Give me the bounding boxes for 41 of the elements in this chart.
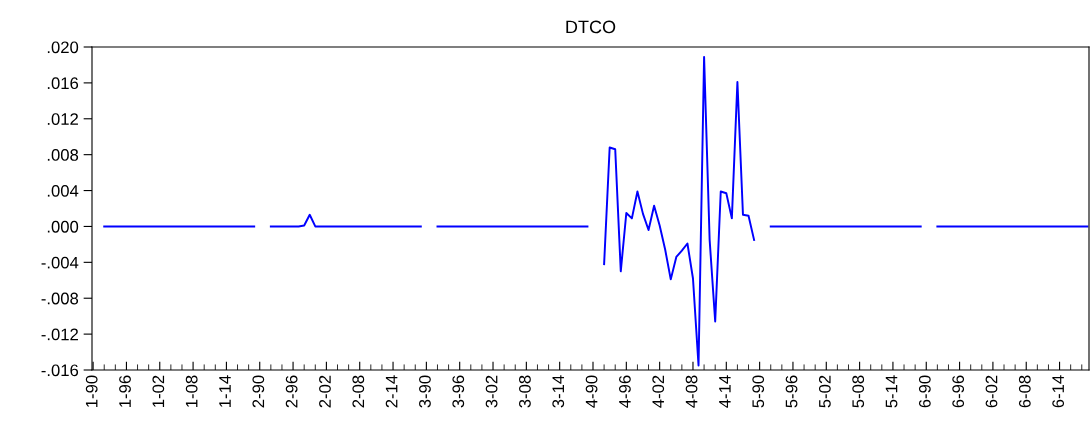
x-tick-label: 2-14 <box>385 375 398 408</box>
x-tick-label: 1-96 <box>119 375 131 407</box>
x-tick-label: 3-14 <box>552 375 565 408</box>
x-tick-label: 3-90 <box>419 375 431 408</box>
x-tick-label: 4-02 <box>652 375 665 408</box>
x-tick-label: 5-08 <box>852 375 865 408</box>
x-tick-label: 6-96 <box>952 375 965 408</box>
x-tick-label: 4-96 <box>619 375 631 408</box>
x-tick-label: 4-08 <box>685 375 698 408</box>
y-tick-label: .016 <box>47 77 79 90</box>
x-tick-label: 1-14 <box>219 375 231 407</box>
x-tick-label: 3-96 <box>452 375 465 408</box>
y-tick-label: .004 <box>47 184 79 197</box>
x-tick-label: 5-90 <box>752 375 765 408</box>
x-tick-label: 4-90 <box>585 375 598 408</box>
x-tick-label: 3-02 <box>485 375 498 408</box>
x-tick-label: 2-96 <box>285 375 298 408</box>
y-tick-label: -.008 <box>41 292 79 305</box>
x-tick-label: 1-02 <box>152 375 165 407</box>
x-tick-label: 5-02 <box>818 375 831 408</box>
y-tick-label: -.012 <box>41 328 78 341</box>
x-tick-label: 6-90 <box>918 375 931 408</box>
y-tick-label: -.016 <box>41 364 79 377</box>
chart-title: DTCO <box>566 20 616 34</box>
y-tick-label: .020 <box>47 41 79 54</box>
x-tick-label: 6-08 <box>1018 375 1031 408</box>
x-tick-label: 5-14 <box>885 375 898 408</box>
x-tick-label: 6-14 <box>1052 375 1065 408</box>
x-tick-label: 2-02 <box>319 375 331 408</box>
x-tick-label: 1-08 <box>185 375 198 407</box>
y-tick-label: .008 <box>47 149 79 161</box>
x-tick-label: 5-96 <box>785 375 798 408</box>
x-tick-label: 6-02 <box>985 375 998 408</box>
x-tick-label: 2-90 <box>252 375 265 408</box>
x-tick-label: 1-90 <box>85 375 98 407</box>
x-tick-label: 2-08 <box>352 375 365 408</box>
x-tick-label: 4-14 <box>719 375 731 408</box>
y-tick-label: .000 <box>47 220 79 233</box>
y-tick-label: -.004 <box>41 256 79 269</box>
y-tick-label: .012 <box>47 113 78 125</box>
x-tick-label: 3-08 <box>519 375 531 408</box>
